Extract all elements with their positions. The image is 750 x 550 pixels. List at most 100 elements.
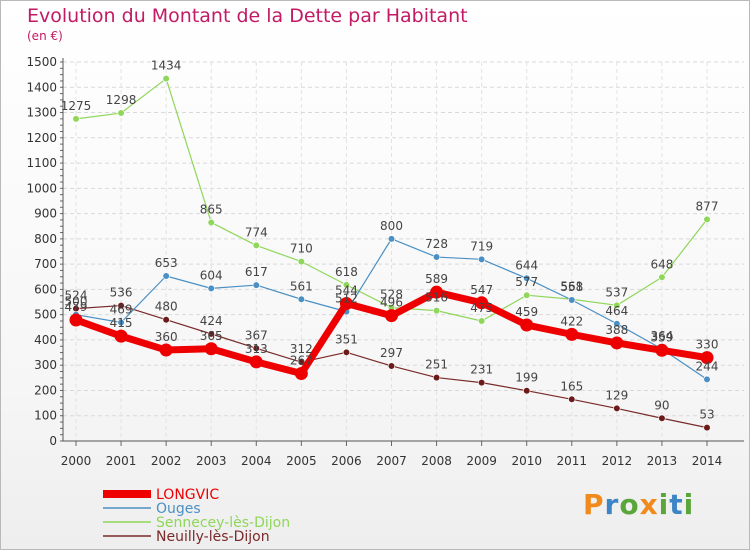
data-label: 422 bbox=[560, 314, 583, 328]
data-label: 330 bbox=[696, 338, 719, 352]
data-label: 800 bbox=[380, 219, 403, 233]
data-label: 297 bbox=[380, 346, 403, 360]
data-label: 388 bbox=[605, 323, 628, 337]
data-label: 424 bbox=[200, 314, 223, 328]
data-label: 360 bbox=[155, 330, 178, 344]
x-tick-label: 2004 bbox=[241, 454, 272, 468]
x-tick-label: 2005 bbox=[286, 454, 317, 468]
data-point bbox=[568, 296, 576, 304]
y-tick-label: 500 bbox=[34, 308, 57, 322]
data-label: 547 bbox=[470, 283, 493, 297]
data-point bbox=[252, 241, 260, 250]
data-label: 1434 bbox=[151, 59, 182, 73]
data-point bbox=[432, 373, 441, 382]
data-point bbox=[297, 258, 305, 266]
y-tick-label: 100 bbox=[34, 409, 57, 423]
data-label: 415 bbox=[110, 316, 133, 330]
y-tick-label: 600 bbox=[34, 282, 57, 296]
data-point bbox=[523, 291, 531, 299]
data-label: 774 bbox=[245, 225, 268, 239]
data-point bbox=[162, 75, 170, 83]
data-label: 719 bbox=[470, 239, 493, 253]
data-point bbox=[339, 297, 353, 311]
data-point bbox=[204, 342, 218, 356]
data-point bbox=[613, 404, 621, 413]
data-label: 604 bbox=[200, 268, 223, 282]
data-point bbox=[387, 235, 396, 243]
data-point bbox=[520, 318, 534, 332]
x-tick-label: 2011 bbox=[557, 454, 588, 468]
x-tick-label: 2001 bbox=[106, 454, 137, 468]
data-label: 500 bbox=[65, 295, 88, 309]
x-tick-label: 2000 bbox=[61, 454, 92, 468]
data-label: 728 bbox=[425, 237, 448, 251]
data-point bbox=[207, 218, 215, 227]
data-point bbox=[613, 301, 621, 309]
data-point bbox=[700, 351, 714, 365]
data-label: 558 bbox=[560, 280, 583, 294]
data-label: 53 bbox=[699, 408, 714, 422]
data-label: 648 bbox=[650, 257, 673, 271]
data-label: 589 bbox=[425, 272, 448, 286]
data-label: 644 bbox=[515, 258, 538, 272]
data-point bbox=[478, 379, 486, 387]
data-point bbox=[610, 336, 624, 350]
y-tick-label: 1200 bbox=[26, 131, 57, 145]
data-point bbox=[207, 284, 215, 292]
x-tick-label: 2010 bbox=[511, 454, 542, 468]
data-point bbox=[72, 115, 80, 123]
data-label: 129 bbox=[605, 388, 628, 402]
data-label: 561 bbox=[560, 279, 583, 293]
data-point bbox=[703, 375, 711, 383]
x-tick-label: 2008 bbox=[421, 454, 452, 468]
data-label: 312 bbox=[290, 342, 313, 356]
data-label: 618 bbox=[335, 265, 358, 279]
data-label: 267 bbox=[290, 354, 313, 368]
x-tick-label: 2003 bbox=[196, 454, 227, 468]
data-point bbox=[249, 355, 263, 369]
x-tick-label: 2007 bbox=[376, 454, 407, 468]
data-label: 479 bbox=[65, 300, 88, 314]
logo-letter: i bbox=[683, 488, 695, 521]
data-point bbox=[162, 316, 170, 324]
data-point bbox=[69, 313, 83, 327]
data-label: 516 bbox=[425, 291, 448, 305]
logo-letter: t bbox=[669, 488, 684, 521]
data-label: 537 bbox=[605, 285, 628, 299]
logo-letter: o bbox=[619, 488, 640, 521]
y-tick-label: 800 bbox=[34, 232, 57, 246]
x-tick-label: 2006 bbox=[331, 454, 362, 468]
x-tick-label: 2009 bbox=[466, 454, 497, 468]
data-point bbox=[430, 285, 444, 299]
legend-label: LONGVIC bbox=[156, 487, 219, 503]
data-point bbox=[478, 317, 486, 325]
data-label: 165 bbox=[560, 379, 583, 393]
data-point bbox=[342, 281, 351, 289]
data-point bbox=[162, 272, 170, 280]
data-label: 524 bbox=[65, 289, 88, 303]
y-tick-label: 1300 bbox=[26, 106, 57, 120]
data-label: 313 bbox=[245, 342, 268, 356]
y-tick-label: 1500 bbox=[26, 55, 57, 69]
logo-letter: P bbox=[583, 488, 605, 521]
data-point bbox=[294, 367, 308, 381]
data-label: 359 bbox=[650, 330, 673, 344]
y-tick-label: 1100 bbox=[26, 156, 57, 170]
proxiti-logo: Proxiti bbox=[583, 488, 694, 521]
data-point bbox=[432, 307, 441, 315]
y-tick-label: 700 bbox=[34, 257, 57, 271]
data-label: 475 bbox=[470, 301, 493, 315]
data-point bbox=[655, 343, 669, 357]
y-tick-label: 400 bbox=[34, 333, 57, 347]
data-label: 653 bbox=[155, 256, 178, 270]
data-point bbox=[565, 327, 579, 341]
data-point bbox=[475, 296, 489, 310]
y-tick-label: 1400 bbox=[26, 80, 57, 94]
data-point bbox=[252, 281, 260, 289]
legend-label: Neuilly-lès-Dijon bbox=[156, 529, 270, 545]
data-label: 496 bbox=[380, 296, 403, 310]
data-point bbox=[342, 348, 351, 356]
data-label: 199 bbox=[515, 371, 538, 385]
